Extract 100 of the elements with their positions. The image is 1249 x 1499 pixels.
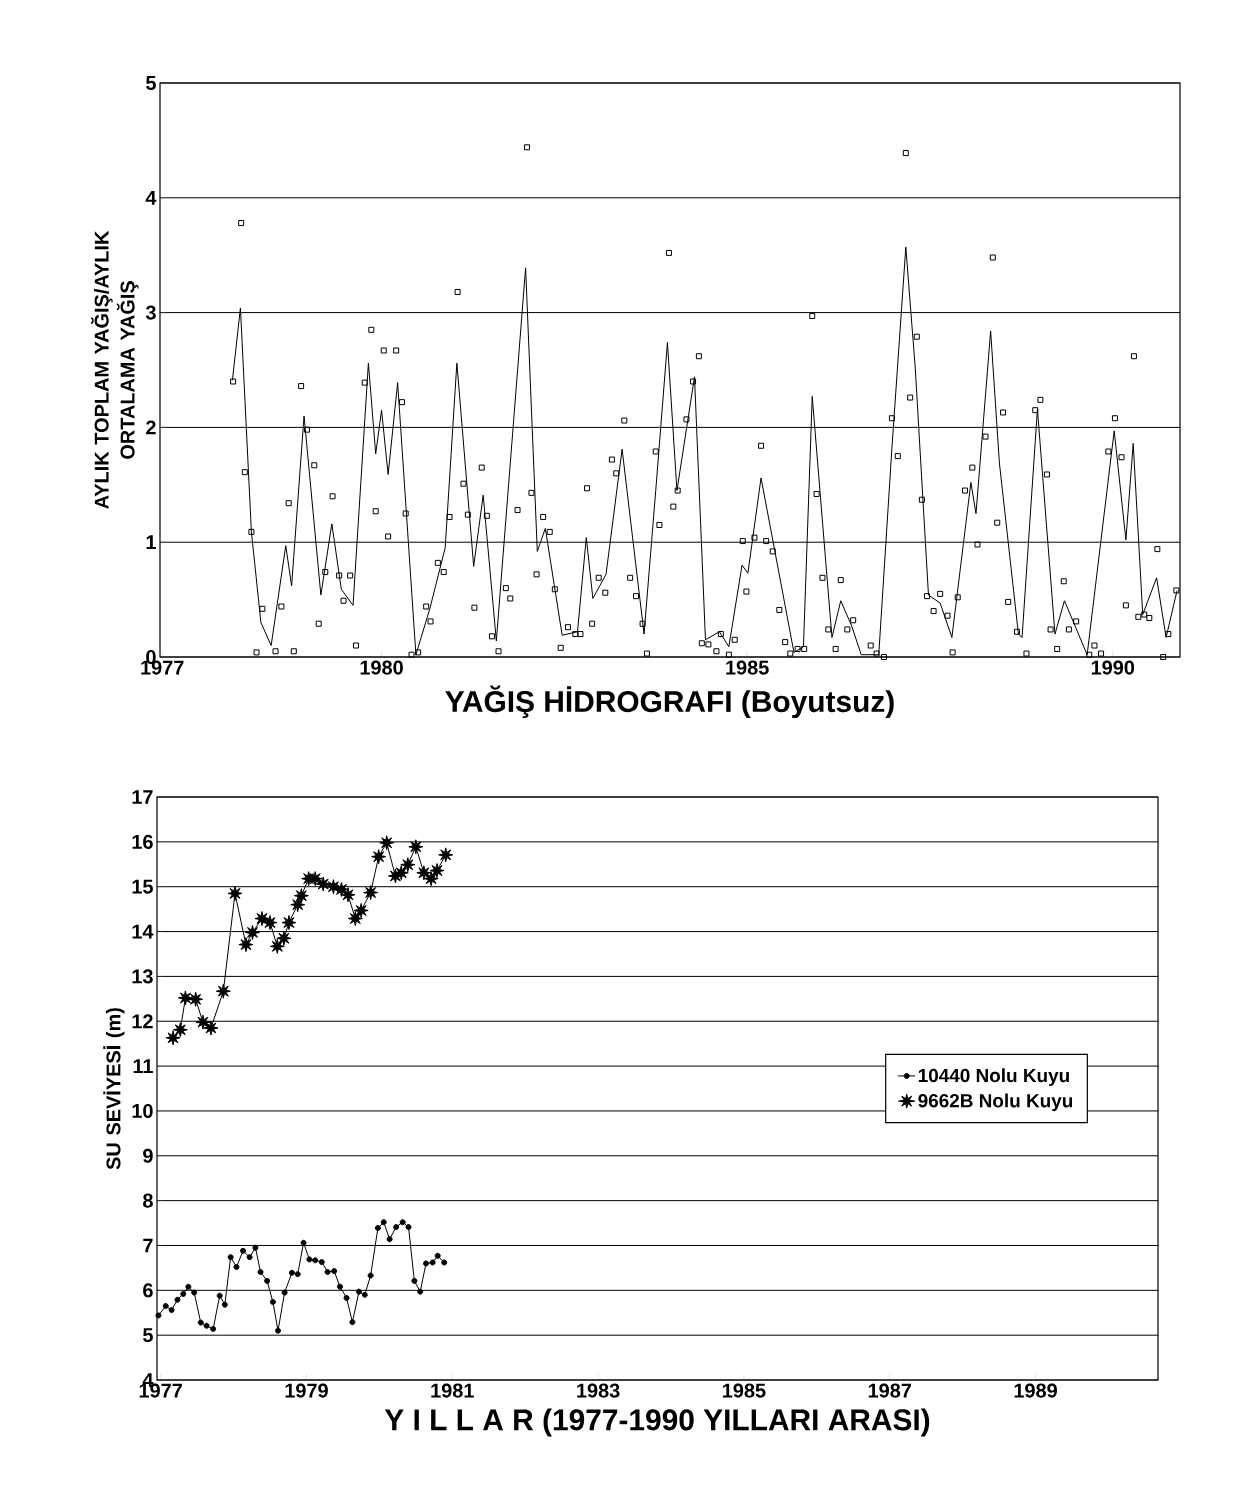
point bbox=[168, 1307, 175, 1314]
y-tick-label: 10 bbox=[132, 1103, 153, 1118]
x-axis-title: YAĞIŞ HİDROGRAFI (Boyutsuz) bbox=[445, 685, 894, 719]
point bbox=[400, 857, 416, 873]
y-tick-label: 12 bbox=[132, 1014, 153, 1029]
point bbox=[331, 1268, 338, 1275]
point bbox=[293, 888, 309, 904]
point bbox=[347, 911, 363, 927]
point bbox=[197, 1319, 204, 1326]
point bbox=[216, 1292, 223, 1299]
point bbox=[203, 1020, 219, 1036]
point bbox=[306, 1256, 313, 1263]
x-tick-label: 1979 bbox=[285, 1383, 328, 1398]
x-tick-label: 1980 bbox=[360, 660, 403, 675]
point bbox=[269, 1298, 276, 1305]
point bbox=[399, 1219, 406, 1226]
y-tick-label: 17 bbox=[132, 790, 153, 804]
point bbox=[262, 915, 278, 931]
y-tick-label: 8 bbox=[143, 1193, 153, 1208]
point bbox=[393, 1224, 400, 1231]
y-tick-label: 3 bbox=[145, 305, 156, 320]
point bbox=[363, 885, 379, 901]
point bbox=[195, 1014, 211, 1030]
y-tick-label: 5 bbox=[146, 76, 156, 90]
point bbox=[174, 1296, 181, 1303]
point bbox=[438, 847, 454, 863]
point bbox=[172, 1022, 188, 1038]
point bbox=[423, 871, 439, 887]
point bbox=[188, 991, 204, 1007]
x-tick-label: 1985 bbox=[726, 660, 769, 675]
point bbox=[180, 1290, 187, 1297]
point bbox=[434, 1252, 441, 1259]
point bbox=[361, 1291, 368, 1298]
x-tick-label: 1990 bbox=[1091, 660, 1135, 675]
point bbox=[185, 1283, 192, 1290]
point bbox=[386, 1236, 393, 1243]
point bbox=[312, 1257, 319, 1264]
y-tick-label: 9 bbox=[143, 1148, 153, 1163]
point bbox=[423, 1260, 430, 1267]
point bbox=[281, 915, 297, 931]
point bbox=[177, 990, 193, 1006]
y-tick-label: 13 bbox=[132, 969, 153, 984]
point bbox=[210, 1325, 217, 1332]
x-axis-title: Y I L L A R (1977-1990 YILLARI ARASI) bbox=[384, 1408, 930, 1437]
y-tick-label: 16 bbox=[132, 834, 153, 849]
point bbox=[318, 1259, 325, 1266]
x-tick-label: 1985 bbox=[722, 1383, 766, 1398]
point bbox=[252, 1244, 259, 1251]
point bbox=[429, 863, 445, 879]
point bbox=[343, 1294, 350, 1301]
point bbox=[441, 1259, 448, 1266]
y-tick-label: 6 bbox=[143, 1283, 153, 1298]
point bbox=[374, 1224, 381, 1231]
point bbox=[269, 938, 285, 954]
point bbox=[238, 937, 254, 953]
point bbox=[275, 1327, 282, 1334]
point bbox=[371, 849, 387, 865]
point bbox=[380, 1219, 387, 1226]
point bbox=[276, 930, 292, 946]
point bbox=[411, 1277, 418, 1284]
point bbox=[405, 1224, 412, 1231]
point bbox=[300, 1239, 307, 1246]
x-tick-label: 1989 bbox=[1014, 1383, 1057, 1398]
point bbox=[340, 887, 356, 903]
x-tick-label: 1981 bbox=[431, 1383, 474, 1398]
point bbox=[264, 1277, 271, 1284]
point bbox=[315, 876, 331, 892]
y-tick-label: 15 bbox=[132, 879, 153, 894]
point bbox=[294, 1271, 301, 1278]
y-tick-label: 1 bbox=[146, 535, 156, 550]
point bbox=[227, 1254, 234, 1261]
point bbox=[227, 885, 243, 901]
point bbox=[416, 865, 432, 881]
point bbox=[429, 1259, 436, 1266]
point bbox=[288, 1269, 295, 1276]
point bbox=[240, 1247, 247, 1254]
point bbox=[379, 835, 395, 851]
x-tick-label: 1983 bbox=[577, 1383, 620, 1398]
point bbox=[355, 1288, 362, 1295]
point bbox=[162, 1303, 169, 1310]
point bbox=[337, 1283, 343, 1290]
y-tick-label: 5 bbox=[143, 1328, 153, 1343]
legend-label: 10440 Nolu Kuyu bbox=[918, 1068, 1069, 1086]
point bbox=[393, 865, 409, 881]
legend-label: 9662B Nolu Kuyu bbox=[918, 1093, 1073, 1112]
y-tick-label: 11 bbox=[133, 1059, 153, 1073]
point bbox=[203, 1322, 210, 1329]
point bbox=[155, 1312, 162, 1319]
y-axis-title: SU SEVİYESİ (m) bbox=[103, 1008, 125, 1170]
x-tick-label: 1987 bbox=[868, 1383, 911, 1398]
y-axis-title: AYLIK TOPLAM YAĞIŞ/AYLIK ORTALAMA YAĞIŞ bbox=[90, 230, 139, 509]
point bbox=[417, 1288, 424, 1295]
point bbox=[367, 1272, 374, 1279]
point bbox=[246, 1254, 253, 1261]
point bbox=[307, 871, 323, 887]
point bbox=[165, 1030, 181, 1046]
point bbox=[325, 879, 341, 895]
point bbox=[221, 1301, 228, 1308]
point bbox=[290, 897, 306, 913]
y-tick-label: 4 bbox=[145, 190, 157, 205]
